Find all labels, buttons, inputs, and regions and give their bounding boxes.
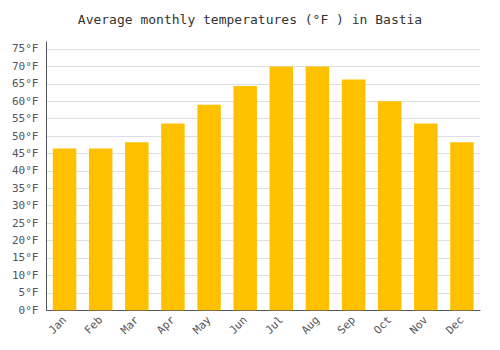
svg-text:25°F: 25°F — [12, 217, 39, 230]
svg-text:50°F: 50°F — [12, 130, 39, 143]
svg-text:Nov: Nov — [407, 313, 430, 336]
svg-text:Oct: Oct — [371, 314, 394, 337]
svg-text:20°F: 20°F — [12, 234, 39, 247]
svg-text:Jun: Jun — [227, 314, 250, 337]
svg-text:Sep: Sep — [335, 314, 358, 337]
svg-text:May: May — [190, 313, 213, 336]
svg-text:55°F: 55°F — [12, 112, 39, 125]
svg-text:5°F: 5°F — [19, 286, 39, 299]
svg-text:30°F: 30°F — [12, 199, 39, 212]
svg-text:Jul: Jul — [263, 314, 286, 337]
svg-text:70°F: 70°F — [12, 60, 39, 73]
svg-text:Feb: Feb — [82, 314, 105, 337]
svg-text:45°F: 45°F — [12, 147, 39, 160]
svg-text:Apr: Apr — [154, 313, 177, 336]
svg-text:75°F: 75°F — [12, 42, 39, 55]
svg-text:10°F: 10°F — [12, 269, 39, 282]
svg-text:35°F: 35°F — [12, 182, 39, 195]
svg-text:Mar: Mar — [118, 313, 141, 336]
svg-text:Dec: Dec — [443, 314, 466, 337]
svg-text:60°F: 60°F — [12, 95, 39, 108]
svg-text:Jan: Jan — [46, 314, 69, 337]
svg-text:40°F: 40°F — [12, 164, 39, 177]
svg-text:0°F: 0°F — [19, 304, 39, 317]
svg-text:65°F: 65°F — [12, 77, 39, 90]
svg-text:Average monthly temperatures (: Average monthly temperatures (°F ) in Ba… — [78, 12, 422, 27]
svg-text:15°F: 15°F — [12, 251, 39, 264]
svg-text:Aug: Aug — [299, 314, 322, 337]
